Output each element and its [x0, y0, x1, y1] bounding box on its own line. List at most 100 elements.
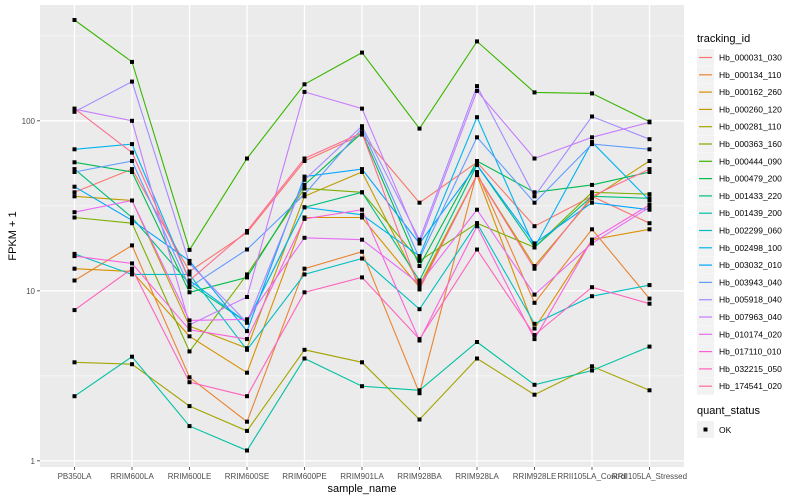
data-point-Hb_003032_010 [245, 329, 249, 334]
data-point-Hb_032215_050 [417, 337, 422, 342]
data-point-Hb_000363_160 [72, 215, 77, 220]
data-point-Hb_000134_110 [475, 170, 479, 174]
data-point-Hb_000134_110 [590, 227, 594, 232]
data-point-Hb_174541_020 [130, 150, 134, 155]
legend-label: Hb_010174_020 [719, 329, 782, 339]
series-points [72, 18, 652, 453]
data-point-Hb_000134_110 [187, 375, 192, 380]
data-point-Hb_000031_030 [417, 200, 422, 205]
data-point-Hb_174541_020 [475, 173, 479, 177]
data-point-Hb_000444_090 [130, 59, 134, 64]
data-point-Hb_001433_220 [417, 278, 422, 283]
data-point-Hb_003943_040 [590, 142, 594, 147]
data-point-Hb_001439_200 [647, 344, 652, 349]
data-point-Hb_003032_010 [302, 174, 307, 179]
data-point-Hb_005918_040 [302, 177, 307, 182]
x-tick-label: RRIM600SE [225, 472, 269, 481]
data-point-Hb_003943_040 [647, 147, 652, 152]
y-axis: 1 10 100 [22, 117, 40, 466]
data-point-Hb_003943_040 [187, 285, 192, 290]
data-point-Hb_000363_160 [590, 190, 594, 195]
data-point-Hb_001439_200 [532, 382, 537, 387]
data-point-Hb_000444_090 [590, 91, 594, 96]
data-point-Hb_005918_040 [360, 124, 364, 129]
data-point-Hb_003943_040 [475, 135, 479, 140]
legend-label: Hb_017110_010 [719, 347, 782, 357]
legend-label: Hb_032215_050 [719, 364, 782, 374]
x-tick-label: RRIM928LE [513, 472, 557, 481]
data-point-Hb_000444_090 [360, 50, 364, 55]
legend-label: Hb_000031_030 [719, 53, 782, 63]
data-point-Hb_005918_040 [130, 79, 134, 84]
data-point-Hb_003032_010 [647, 207, 652, 212]
data-point-Hb_003032_010 [475, 163, 479, 167]
data-point-Hb_000134_110 [647, 296, 652, 301]
data-point-Hb_010174_020 [647, 205, 652, 210]
data-point-Hb_002299_060 [245, 347, 249, 352]
data-point-Hb_010174_020 [360, 237, 364, 242]
legend-label: Hb_000479_200 [719, 174, 782, 184]
y-axis-title: FPKM + 1 [7, 211, 19, 260]
data-point-Hb_003032_010 [532, 241, 537, 246]
data-point-Hb_000479_200 [72, 160, 77, 165]
data-point-Hb_000444_090 [532, 90, 537, 95]
data-point-Hb_010174_020 [302, 235, 307, 240]
data-point-Hb_000363_160 [647, 192, 652, 197]
data-point-Hb_010174_020 [532, 292, 537, 297]
x-tick-label: RRIM600LE [168, 472, 212, 481]
data-point-Hb_032215_050 [475, 247, 479, 252]
x-tick-label: RRII105LA_Stressed [612, 472, 687, 481]
data-point-Hb_017110_010 [130, 261, 134, 266]
data-point-Hb_032215_050 [590, 285, 594, 290]
x-tick-label: PB350LA [58, 472, 92, 481]
data-point-Hb_005918_040 [417, 237, 422, 242]
data-point-Hb_017110_010 [187, 327, 192, 332]
legend-title-quant-status: quant_status [697, 405, 760, 417]
data-point-Hb_000444_090 [245, 156, 249, 161]
data-point-Hb_001433_220 [187, 281, 192, 286]
data-point-Hb_000281_110 [532, 392, 537, 397]
x-tick-label: RRIM928BA [397, 472, 442, 481]
legend-label: Hb_001439_200 [719, 208, 782, 218]
data-point-Hb_000134_110 [532, 300, 537, 305]
data-point-Hb_000363_160 [302, 186, 307, 191]
data-point-Hb_003032_010 [72, 184, 77, 189]
data-point-Hb_003032_010 [360, 167, 364, 172]
data-point-Hb_000479_200 [647, 170, 652, 174]
data-point-Hb_017110_010 [475, 224, 479, 229]
data-point-Hb_007963_040 [130, 118, 134, 123]
data-point-Hb_000162_260 [130, 269, 134, 274]
data-point-Hb_174541_020 [360, 130, 364, 135]
data-point-Hb_002498_100 [72, 147, 77, 152]
data-point-Hb_001439_200 [130, 354, 134, 359]
data-point-Hb_001433_220 [647, 196, 652, 201]
data-point-Hb_000444_090 [187, 247, 192, 252]
x-tick-label: RRIM928LA [455, 472, 499, 481]
data-point-Hb_000444_090 [475, 39, 479, 44]
data-point-Hb_001439_200 [417, 388, 422, 393]
data-point-Hb_005918_040 [590, 114, 594, 119]
data-point-Hb_002299_060 [302, 272, 307, 277]
data-point-Hb_002498_100 [475, 115, 479, 120]
data-point-Hb_002498_100 [130, 142, 134, 147]
data-point-Hb_007963_040 [647, 120, 652, 125]
data-point-Hb_000479_200 [130, 170, 134, 174]
data-point-Hb_010174_020 [475, 207, 479, 212]
data-point-Hb_001439_200 [187, 424, 192, 429]
data-point-Hb_007963_040 [360, 106, 364, 111]
data-point-Hb_174541_020 [187, 278, 192, 283]
data-point-Hb_174541_020 [590, 194, 594, 199]
x-tick-label: RRII105LA_Control [557, 472, 627, 481]
data-point-Hb_174541_020 [245, 229, 249, 233]
data-point-Hb_005918_040 [187, 261, 192, 266]
data-point-Hb_000134_110 [417, 391, 422, 396]
data-point-Hb_002498_100 [360, 212, 364, 217]
data-point-Hb_002299_060 [532, 321, 537, 326]
data-point-Hb_017110_010 [72, 254, 77, 259]
legend-label: Hb_000363_160 [719, 139, 782, 149]
data-point-Hb_010174_020 [130, 198, 134, 203]
data-point-Hb_007963_040 [475, 88, 479, 93]
legend-label: Hb_003032_010 [719, 260, 782, 270]
data-point-Hb_001433_220 [360, 190, 364, 195]
data-point-Hb_002498_100 [532, 245, 537, 250]
